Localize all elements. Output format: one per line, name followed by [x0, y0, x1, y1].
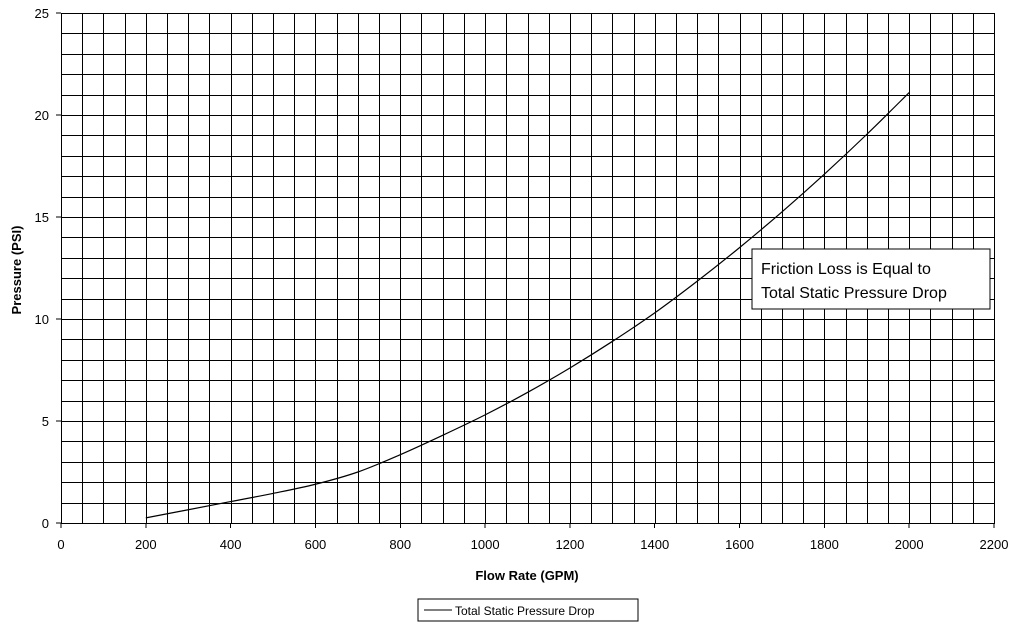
x-tick-label: 400 [220, 537, 242, 552]
y-tick-label: 25 [35, 6, 49, 21]
plot-frame [61, 13, 995, 524]
y-tick-label: 15 [35, 210, 49, 225]
grid [61, 13, 994, 523]
x-tick-label: 200 [135, 537, 157, 552]
annotation-line-1: Friction Loss is Equal to [761, 261, 931, 278]
x-tick-label: 0 [57, 537, 64, 552]
annotation-box: Friction Loss is Equal to Total Static P… [751, 248, 991, 310]
x-tick-label: 1000 [471, 537, 500, 552]
y-tick-label: 20 [35, 108, 49, 123]
tick-labels: 0 200 400 600 800 1000 1200 1400 1600 1800 2000 220… [35, 6, 1009, 552]
legend: Total Static Pressure Drop [417, 598, 639, 622]
legend-frame [417, 598, 639, 622]
annotation-line-2: Total Static Pressure Drop [761, 285, 947, 302]
x-tick-label: 600 [305, 537, 327, 552]
x-tick-label: 2000 [895, 537, 924, 552]
x-tick-label: 1200 [555, 537, 584, 552]
x-tick-label: 800 [389, 537, 411, 552]
y-tick-label: 10 [35, 312, 49, 327]
x-tick-label: 2200 [980, 537, 1009, 552]
x-axis-title: Flow Rate (GPM) [475, 568, 578, 583]
annotation-frame [751, 248, 991, 310]
y-tick-label: 0 [42, 516, 49, 531]
x-tick-label: 1600 [725, 537, 754, 552]
x-tick-label: 1800 [810, 537, 839, 552]
y-axis-title: Pressure (PSI) [9, 226, 24, 315]
series-line-total-static-pressure-drop [145, 92, 910, 519]
series-layer [145, 92, 910, 519]
y-tick-label: 5 [42, 414, 49, 429]
x-tick-label: 1400 [640, 537, 669, 552]
axes [61, 13, 995, 524]
legend-label: Total Static Pressure Drop [455, 604, 595, 618]
